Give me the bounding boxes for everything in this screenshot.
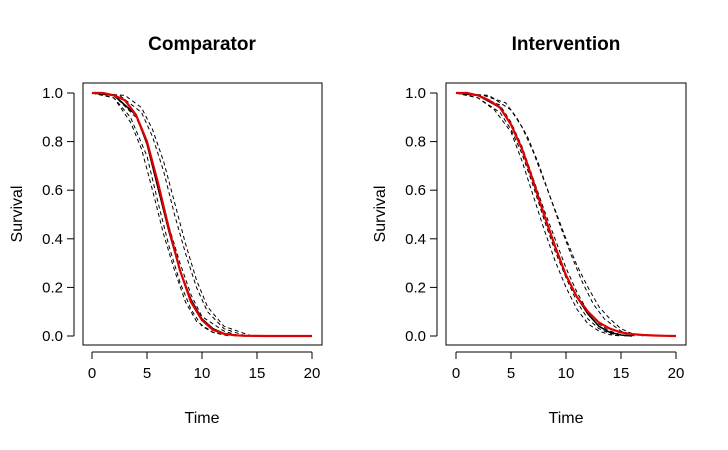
comparator-y-tick-label: 0.0 [42,328,63,345]
intervention-x-axis: 0 5 10 15 20 [452,351,685,382]
comparator-series-simulated-3 [91,92,230,337]
comparator-y-axis: 0.0 0.2 0.4 0.6 0.8 1.0 [42,85,75,345]
intervention-series-simulated-0 [455,92,638,337]
intervention-y-tick-label: 0.8 [405,134,426,151]
intervention-series-simulated-4 [455,92,644,337]
comparator-series-simulated-4 [91,92,252,337]
comparator-series-simulated-2 [91,92,247,337]
intervention-y-tick-label: 0.0 [405,328,426,345]
intervention-plot-frame [445,82,687,346]
intervention-series-fitted-6 [456,91,677,338]
comparator-y-tick-label: 0.4 [42,231,63,248]
intervention-y-tick-label: 0.6 [405,182,426,199]
intervention-series-simulated-1 [455,92,622,337]
intervention-y-tick-label: 0.2 [405,279,426,296]
comparator-y-label: Survival [9,186,26,243]
comparator-y-tick-label: 0.8 [42,134,63,151]
comparator-x-label: Time [185,410,220,427]
comparator-x-tick-label: 5 [143,365,151,382]
comparator-x-tick-label: 15 [249,365,266,382]
comparator-series-observed-5 [91,92,247,337]
comparator-series-simulated-1 [91,92,230,337]
intervention-y-axis: 0.0 0.2 0.4 0.6 0.8 1.0 [405,85,438,345]
intervention-x-tick-label: 10 [558,365,575,382]
intervention-x-tick-label: 20 [668,365,685,382]
intervention-x-tick-label: 5 [507,365,515,382]
intervention-y-tick-label: 0.4 [405,231,426,248]
intervention-curves [455,91,677,338]
comparator-y-tick-label: 1.0 [42,85,63,102]
comparator-series-fitted-6 [92,91,312,338]
comparator-x-axis: 0 5 10 15 20 [88,351,321,382]
intervention-x-label: Time [549,410,584,427]
comparator-x-tick-label: 0 [88,365,96,382]
comparator-series-simulated-0 [91,92,241,337]
comparator-x-tick-label: 20 [304,365,321,382]
comparator-y-tick-label: 0.6 [42,182,63,199]
comparator-curves [91,91,312,338]
intervention-series-simulated-3 [455,92,627,337]
intervention-title: Intervention [512,34,621,55]
comparator-title: Comparator [148,34,256,55]
comparator-plot-frame [82,82,323,346]
comparator-panel: Comparator 0 5 10 15 20 0.0 0.2 0.4 0.6 0.8 1.0 T… [9,34,323,427]
intervention-x-tick-label: 15 [613,365,630,382]
comparator-x-tick-label: 10 [194,365,211,382]
intervention-x-tick-label: 0 [452,365,460,382]
intervention-y-label: Survival [372,186,389,243]
comparator-y-tick-label: 0.2 [42,279,63,296]
intervention-panel: Intervention 0 5 10 15 20 0.0 0.2 0.4 0.6 0.8 1.0… [372,34,687,427]
intervention-y-tick-label: 1.0 [405,85,426,102]
